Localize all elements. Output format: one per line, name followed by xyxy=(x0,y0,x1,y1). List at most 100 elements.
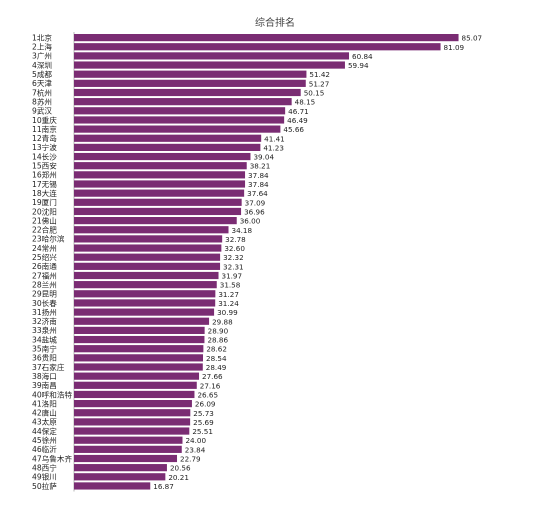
category-label: 32济南 xyxy=(32,316,57,326)
bar xyxy=(74,134,262,142)
value-label: 28.54 xyxy=(206,354,227,363)
category-label: 15西安 xyxy=(32,161,57,171)
category-label: 41洛阳 xyxy=(32,398,57,408)
category-label: 28兰州 xyxy=(32,279,57,289)
bar xyxy=(74,52,350,60)
value-label: 25.69 xyxy=(193,418,214,427)
bar xyxy=(74,427,190,435)
bar xyxy=(74,162,247,170)
bar xyxy=(74,61,345,69)
bar xyxy=(74,88,301,97)
bar xyxy=(74,436,183,444)
bar xyxy=(74,335,205,344)
value-label: 50.15 xyxy=(304,89,325,98)
bar xyxy=(74,189,245,197)
bar xyxy=(74,400,192,408)
bar xyxy=(74,308,215,316)
bar xyxy=(74,98,292,106)
bar xyxy=(74,171,246,179)
category-label: 1北京 xyxy=(32,32,52,42)
value-label: 32.60 xyxy=(224,244,245,253)
category-label: 30长春 xyxy=(32,298,57,308)
bar xyxy=(74,418,191,426)
value-label: 32.31 xyxy=(223,262,244,271)
bar xyxy=(74,281,217,289)
category-label: 46临沂 xyxy=(32,444,57,454)
value-label: 32.32 xyxy=(223,253,244,262)
value-label: 37.64 xyxy=(247,189,268,198)
bar xyxy=(74,207,242,216)
category-label: 26南通 xyxy=(32,261,57,271)
value-label: 81.09 xyxy=(444,43,465,52)
category-label: 18大连 xyxy=(32,188,57,198)
value-label: 32.78 xyxy=(225,235,246,244)
bar xyxy=(74,445,182,453)
bar xyxy=(74,79,306,87)
value-label: 46.49 xyxy=(287,116,308,125)
category-label: 42唐山 xyxy=(32,408,57,418)
category-label: 7杭州 xyxy=(32,87,52,97)
value-label: 38.21 xyxy=(250,162,271,171)
value-label: 27.16 xyxy=(200,381,221,390)
category-label: 9武汉 xyxy=(32,106,52,116)
bar xyxy=(74,253,221,261)
category-label: 34盐城 xyxy=(32,334,57,344)
category-label: 25绍兴 xyxy=(32,252,57,262)
value-label: 37.09 xyxy=(245,198,266,207)
category-label: 3广州 xyxy=(32,51,52,61)
bar xyxy=(74,381,197,389)
category-label: 21佛山 xyxy=(32,215,57,225)
value-label: 27.66 xyxy=(202,372,223,381)
bar xyxy=(74,43,441,51)
category-label: 27福州 xyxy=(32,271,57,280)
category-label: 40呼和浩特 xyxy=(32,389,72,399)
value-label: 31.27 xyxy=(218,290,239,299)
category-label: 19厦门 xyxy=(32,197,57,207)
category-label: 43太原 xyxy=(32,417,57,427)
value-label: 23.84 xyxy=(185,445,206,454)
bar xyxy=(74,125,281,133)
bar xyxy=(74,235,223,243)
value-label: 45.66 xyxy=(283,125,304,134)
category-label: 31扬州 xyxy=(32,307,57,317)
value-label: 22.79 xyxy=(180,455,201,464)
category-label: 5成都 xyxy=(32,69,52,79)
bar xyxy=(74,271,219,280)
category-label: 4深圳 xyxy=(32,60,52,70)
category-label: 17无锡 xyxy=(32,180,57,189)
category-label: 37石家庄 xyxy=(32,362,65,372)
bar xyxy=(74,107,286,115)
bar xyxy=(74,290,216,298)
bar xyxy=(74,143,261,151)
value-label: 59.94 xyxy=(348,61,369,70)
value-label: 36.00 xyxy=(240,217,261,226)
category-label: 8苏州 xyxy=(32,96,52,106)
category-label: 50拉萨 xyxy=(32,481,57,491)
category-label: 13宁波 xyxy=(32,142,57,152)
category-label: 47乌鲁木齐 xyxy=(32,453,72,463)
bar xyxy=(74,326,205,334)
bar xyxy=(74,152,251,161)
category-label: 2上海 xyxy=(32,42,52,52)
category-label: 35南宁 xyxy=(32,344,57,354)
bar xyxy=(74,473,166,481)
category-label: 45徐州 xyxy=(32,435,57,445)
value-label: 34.18 xyxy=(232,226,253,235)
category-label: 24常州 xyxy=(32,244,57,253)
value-label: 46.71 xyxy=(288,107,309,116)
value-label: 48.15 xyxy=(295,98,316,107)
bar xyxy=(74,345,204,353)
bar xyxy=(74,226,229,234)
bar xyxy=(74,409,191,417)
value-label: 20.21 xyxy=(168,473,189,482)
value-label: 26.65 xyxy=(197,390,218,399)
value-label: 28.86 xyxy=(207,336,228,345)
chart-title: 综合排名 xyxy=(255,18,295,29)
value-label: 29.88 xyxy=(212,317,233,326)
category-label: 44保定 xyxy=(32,426,57,436)
bar xyxy=(74,180,246,188)
category-label: 20沈阳 xyxy=(32,206,57,216)
bar xyxy=(74,317,210,325)
value-label: 28.90 xyxy=(208,326,229,335)
